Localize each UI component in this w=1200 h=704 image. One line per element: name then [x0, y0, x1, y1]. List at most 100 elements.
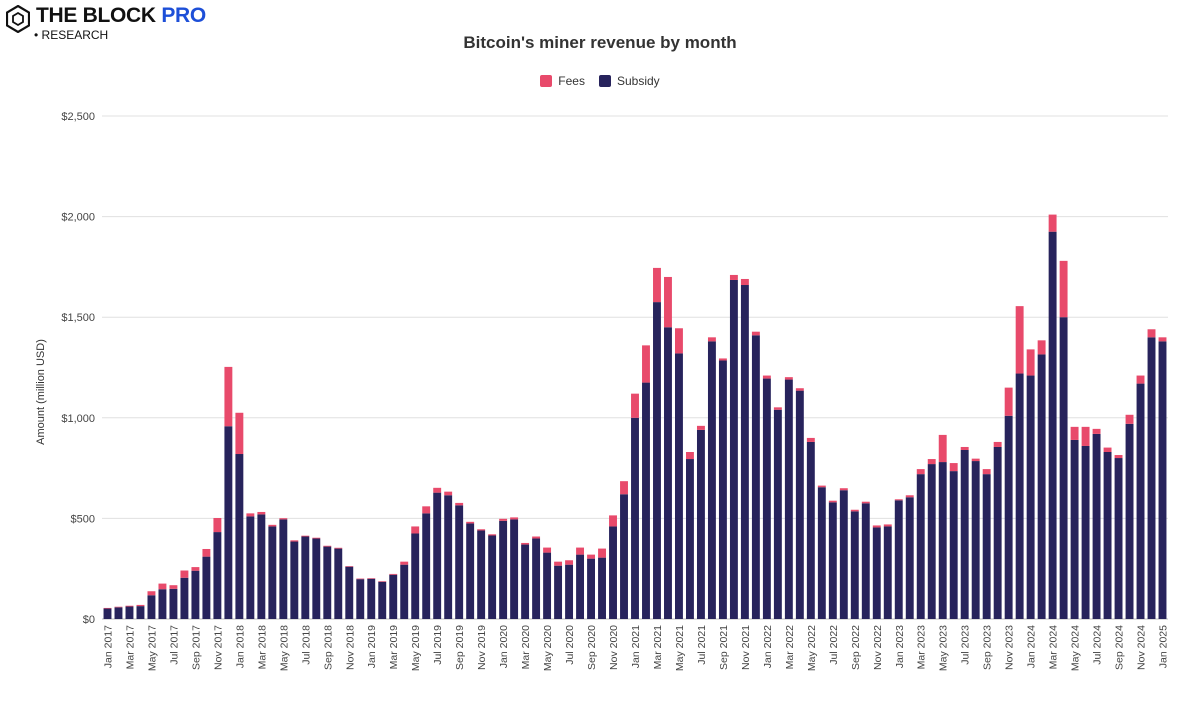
bar-subsidy[interactable] — [1070, 439, 1079, 619]
bar-fees[interactable] — [323, 545, 332, 547]
bar-subsidy[interactable] — [1081, 445, 1090, 619]
bar-fees[interactable] — [455, 502, 464, 506]
bar-subsidy[interactable] — [455, 505, 464, 619]
bar-fees[interactable] — [861, 501, 870, 504]
bar-subsidy[interactable] — [707, 341, 716, 619]
bar-fees[interactable] — [675, 328, 683, 354]
bar-fees[interactable] — [1070, 426, 1079, 440]
bar-fees[interactable] — [1158, 337, 1167, 342]
bar-subsidy[interactable] — [598, 557, 606, 619]
bar-subsidy[interactable] — [565, 564, 574, 619]
bar-fees[interactable] — [850, 509, 859, 512]
bar-fees[interactable] — [806, 437, 815, 442]
bar-fees[interactable] — [411, 526, 420, 534]
bar-subsidy[interactable] — [180, 577, 189, 619]
bar-subsidy[interactable] — [235, 454, 244, 619]
bar-fees[interactable] — [971, 458, 980, 462]
bar-fees[interactable] — [433, 487, 442, 493]
bar-fees[interactable] — [839, 488, 848, 491]
bar-subsidy[interactable] — [806, 441, 815, 619]
bar-subsidy[interactable] — [268, 526, 277, 619]
bar-subsidy[interactable] — [982, 474, 991, 619]
bar-fees[interactable] — [1125, 414, 1134, 424]
bar-fees[interactable] — [389, 573, 398, 575]
bar-fees[interactable] — [356, 578, 365, 580]
bar-subsidy[interactable] — [883, 526, 892, 619]
bar-fees[interactable] — [1059, 260, 1068, 318]
bar-fees[interactable] — [795, 388, 804, 391]
bar-subsidy[interactable] — [1026, 375, 1035, 619]
bar-subsidy[interactable] — [587, 558, 595, 619]
bar-subsidy[interactable] — [103, 608, 112, 619]
bar-subsidy[interactable] — [685, 459, 694, 619]
legend-item-subsidy[interactable]: Subsidy — [598, 74, 660, 88]
bar-fees[interactable] — [554, 561, 563, 566]
bar-subsidy[interactable] — [257, 514, 266, 619]
bar-fees[interactable] — [488, 534, 497, 536]
bar-fees[interactable] — [642, 345, 650, 383]
bar-fees[interactable] — [1048, 214, 1057, 232]
bar-subsidy[interactable] — [938, 462, 947, 619]
bar-fees[interactable] — [180, 570, 189, 578]
bar-fees[interactable] — [773, 407, 782, 410]
bar-subsidy[interactable] — [620, 494, 628, 619]
bar-subsidy[interactable] — [817, 487, 826, 619]
bar-subsidy[interactable] — [477, 530, 486, 619]
bar-fees[interactable] — [213, 517, 222, 533]
bar-subsidy[interactable] — [576, 554, 585, 619]
bar-fees[interactable] — [1081, 426, 1090, 446]
bar-subsidy[interactable] — [762, 378, 771, 619]
bar-subsidy[interactable] — [411, 533, 420, 619]
bar-subsidy[interactable] — [246, 516, 255, 619]
bar-subsidy[interactable] — [301, 536, 310, 619]
bar-subsidy[interactable] — [1147, 337, 1156, 619]
bar-subsidy[interactable] — [784, 379, 793, 619]
bar-subsidy[interactable] — [488, 535, 497, 619]
bar-subsidy[interactable] — [312, 538, 321, 619]
bar-subsidy[interactable] — [158, 589, 167, 619]
bar-subsidy[interactable] — [433, 492, 442, 619]
bar-fees[interactable] — [532, 536, 541, 539]
bar-fees[interactable] — [477, 529, 486, 531]
bar-subsidy[interactable] — [169, 588, 178, 619]
bar-fees[interactable] — [444, 491, 453, 496]
bar-subsidy[interactable] — [631, 417, 639, 619]
bar-subsidy[interactable] — [773, 409, 782, 619]
bar-subsidy[interactable] — [499, 520, 508, 619]
bar-fees[interactable] — [883, 524, 892, 527]
bar-fees[interactable] — [949, 463, 958, 472]
bar-subsidy[interactable] — [114, 607, 123, 619]
bar-fees[interactable] — [905, 495, 914, 498]
bar-fees[interactable] — [235, 412, 244, 455]
bar-subsidy[interactable] — [554, 565, 563, 619]
bar-subsidy[interactable] — [993, 446, 1002, 619]
bar-fees[interactable] — [993, 441, 1002, 447]
bar-fees[interactable] — [1037, 340, 1046, 355]
bar-subsidy[interactable] — [1037, 354, 1046, 619]
bar-fees[interactable] — [653, 267, 661, 303]
bar-subsidy[interactable] — [1125, 423, 1134, 619]
bar-fees[interactable] — [982, 469, 991, 475]
bar-fees[interactable] — [784, 377, 793, 380]
bar-fees[interactable] — [894, 499, 903, 501]
bar-subsidy[interactable] — [510, 519, 519, 619]
bar-fees[interactable] — [916, 469, 925, 475]
bar-subsidy[interactable] — [543, 552, 552, 619]
bar-subsidy[interactable] — [125, 606, 134, 619]
bar-fees[interactable] — [378, 581, 387, 582]
bar-fees[interactable] — [631, 393, 639, 418]
bar-fees[interactable] — [169, 585, 178, 589]
bar-subsidy[interactable] — [521, 544, 530, 619]
bar-fees[interactable] — [290, 540, 299, 542]
bar-fees[interactable] — [202, 548, 211, 557]
bar-fees[interactable] — [521, 542, 530, 545]
bar-fees[interactable] — [1136, 375, 1145, 384]
bar-subsidy[interactable] — [279, 519, 288, 619]
bar-subsidy[interactable] — [828, 502, 837, 619]
bar-subsidy[interactable] — [202, 556, 211, 619]
bar-fees[interactable] — [224, 366, 233, 427]
bar-subsidy[interactable] — [422, 513, 431, 619]
bar-subsidy[interactable] — [751, 335, 760, 619]
bar-subsidy[interactable] — [1103, 452, 1112, 619]
bar-fees[interactable] — [1092, 428, 1101, 434]
